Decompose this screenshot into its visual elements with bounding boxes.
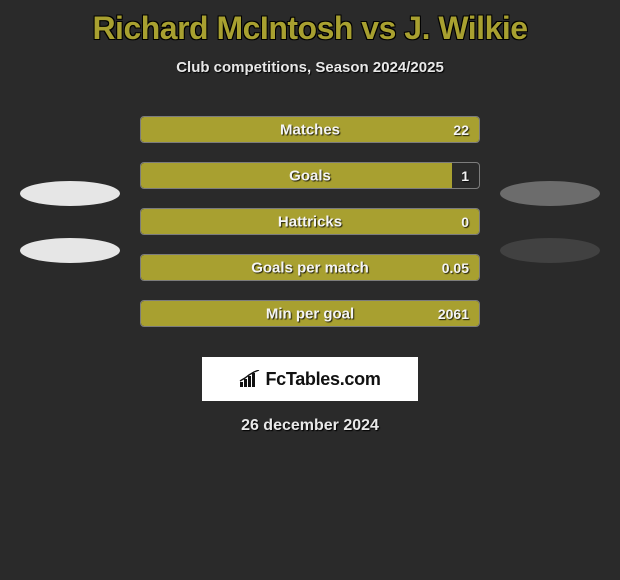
stat-value: 0.05 (442, 260, 469, 276)
site-logo[interactable]: FcTables.com (202, 357, 418, 401)
logo-text: FcTables.com (265, 369, 380, 390)
stat-label: Goals (289, 167, 331, 184)
player-avatar-placeholder (20, 181, 120, 206)
stat-row: Matches 22 (140, 116, 480, 143)
date-text: 26 december 2024 (0, 417, 620, 435)
stats-card: Richard McIntosh vs J. Wilkie Club compe… (0, 0, 620, 435)
stat-row: Goals per match 0.05 (140, 254, 480, 281)
page-title: Richard McIntosh vs J. Wilkie (0, 10, 620, 47)
stat-label: Min per goal (266, 305, 354, 322)
stat-label: Goals per match (251, 259, 369, 276)
comparison-chart: Matches 22 Goals 1 Hattricks 0 Goals per match… (0, 116, 620, 327)
player-avatar-placeholder (500, 181, 600, 206)
right-player-col (500, 181, 600, 263)
stat-value: 2061 (438, 306, 469, 322)
stat-row: Hattricks 0 (140, 208, 480, 235)
stat-label: Matches (280, 121, 340, 138)
player-avatar-placeholder (500, 238, 600, 263)
bar-chart-icon (239, 370, 261, 388)
stat-row: Goals 1 (140, 162, 480, 189)
stat-bars: Matches 22 Goals 1 Hattricks 0 Goals per match… (140, 116, 480, 327)
player-avatar-placeholder (20, 238, 120, 263)
left-player-col (20, 181, 120, 263)
subtitle: Club competitions, Season 2024/2025 (0, 59, 620, 76)
stat-value: 0 (461, 214, 469, 230)
stat-value: 1 (461, 168, 469, 184)
stat-label: Hattricks (278, 213, 342, 230)
stat-value: 22 (453, 122, 469, 138)
stat-row: Min per goal 2061 (140, 300, 480, 327)
